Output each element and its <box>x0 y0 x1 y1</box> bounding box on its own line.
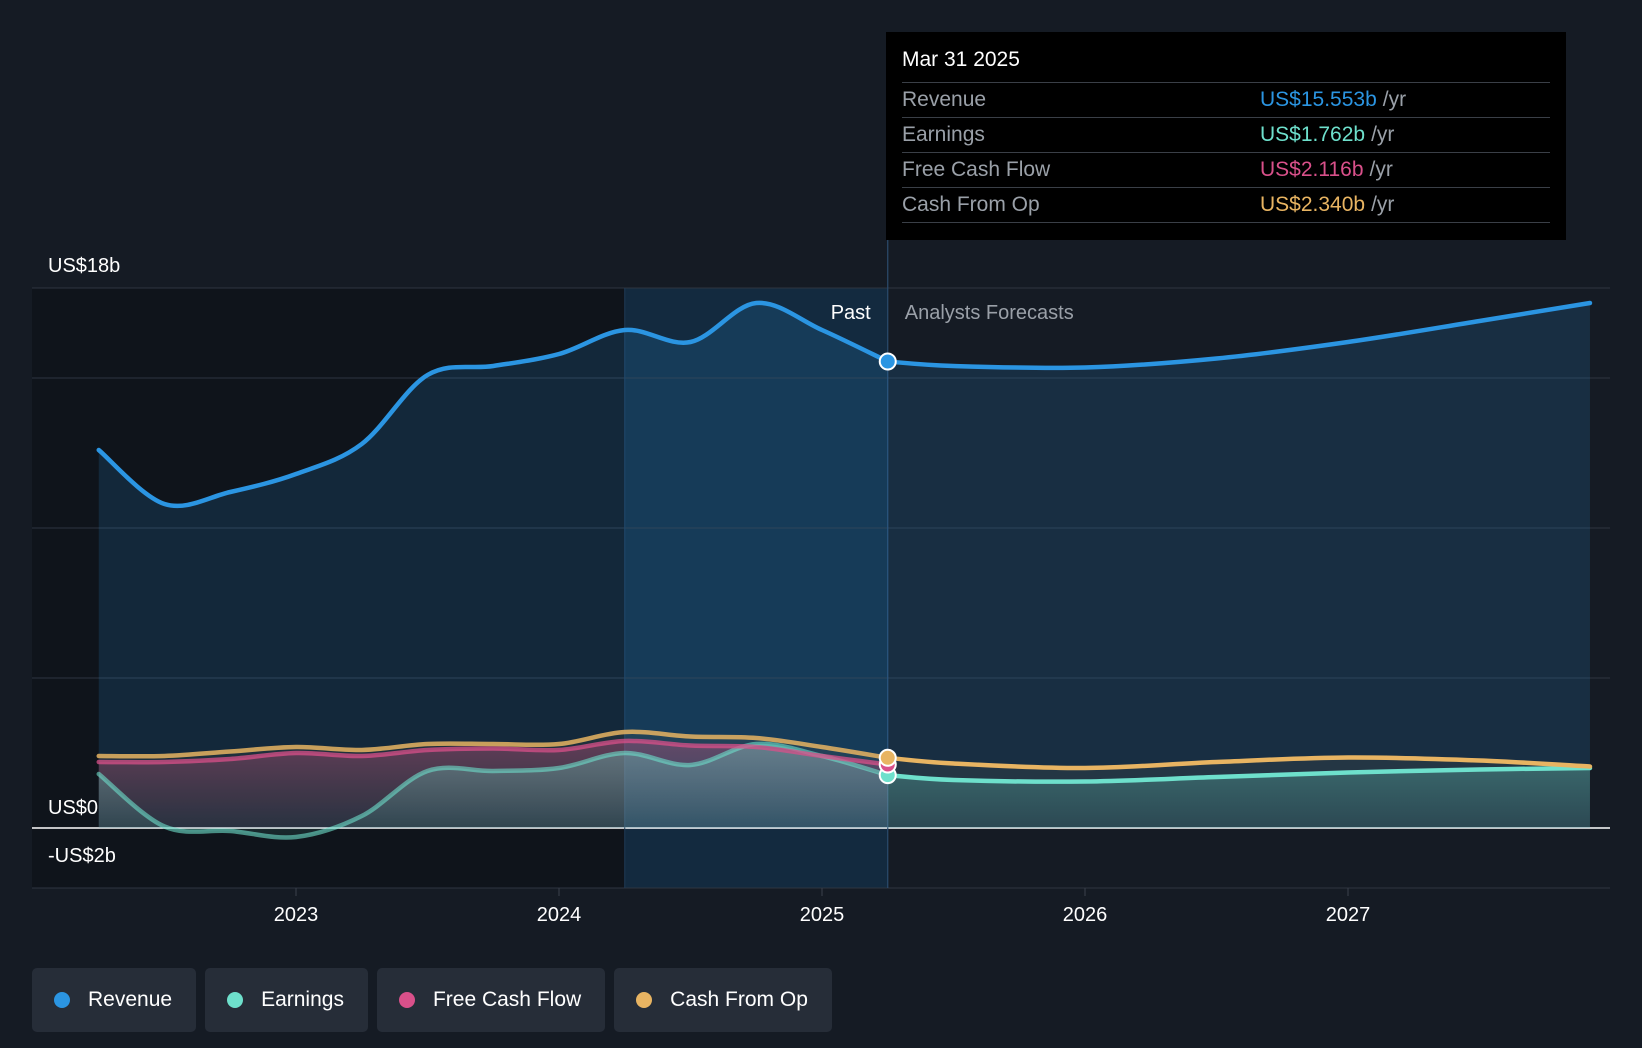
legend-item-revenue[interactable]: Revenue <box>32 968 197 1032</box>
tooltip-date: Mar 31 2025 <box>902 46 1550 83</box>
y-tick-label: US$0 <box>48 797 98 819</box>
revenue-line-past <box>96 300 890 509</box>
tooltip-value: US$2.340b <box>1260 193 1366 216</box>
tooltip-row-free-cash-flow: Free Cash Flow US$2.116b /yr <box>902 153 1550 188</box>
tooltip-value: US$15.553b <box>1260 88 1377 111</box>
cash-from-op-line-forecast <box>885 755 1593 771</box>
revenue-area <box>98 302 1590 828</box>
tooltip-unit: /yr <box>1371 193 1395 216</box>
legend-label: Earnings <box>261 988 344 1011</box>
cash-from-op-line-past <box>96 729 890 761</box>
tooltip-value: US$1.762b <box>1260 123 1366 146</box>
tooltip-value: US$2.116b <box>1260 158 1364 181</box>
free-cash-flow-dot-icon <box>398 992 415 1008</box>
y-tick-label: US$18b <box>48 255 120 277</box>
cash-from-op-dot-icon <box>636 992 653 1008</box>
free-cash-flow-line-past <box>96 738 890 767</box>
earnings-area <box>98 743 1590 838</box>
tooltip: Mar 31 2025 Revenue US$15.553b /yr Earni… <box>886 32 1566 240</box>
tooltip-label: Earnings <box>902 123 985 146</box>
legend-label: Cash From Op <box>670 988 808 1011</box>
earnings-dot-icon <box>227 992 244 1008</box>
y-tick-label: -US$2b <box>48 845 116 867</box>
tooltip-row-earnings: Earnings US$1.762b /yr <box>902 118 1550 153</box>
past-label: Past <box>831 302 871 324</box>
x-tick-label: 2026 <box>1063 904 1108 926</box>
tooltip-row-revenue: Revenue US$15.553b /yr <box>902 83 1550 118</box>
legend-label: Revenue <box>88 988 173 1011</box>
legend: Revenue Earnings Free Cash Flow Cash Fro… <box>32 968 832 1032</box>
tooltip-row-cash-from-op: Cash From Op US$2.340b /yr <box>902 188 1550 223</box>
legend-item-cash-from-op[interactable]: Cash From Op <box>614 968 832 1032</box>
cash-from-op-marker <box>878 748 897 767</box>
x-tick-label: 2027 <box>1326 904 1371 926</box>
revenue-dot-icon <box>54 992 70 1008</box>
legend-label: Free Cash Flow <box>432 988 582 1011</box>
x-tick-label: 2024 <box>537 904 582 926</box>
earnings-line-forecast <box>885 765 1593 784</box>
legend-item-free-cash-flow[interactable]: Free Cash Flow <box>376 968 606 1032</box>
legend-item-earnings[interactable]: Earnings <box>205 968 368 1032</box>
revenue-line-forecast <box>885 300 1593 371</box>
tooltip-unit: /yr <box>1371 123 1395 146</box>
tooltip-label: Cash From Op <box>902 193 1040 216</box>
tooltip-label: Revenue <box>902 88 987 111</box>
tooltip-unit: /yr <box>1382 88 1407 111</box>
tooltip-unit: /yr <box>1369 158 1393 181</box>
revenue-marker <box>878 352 897 371</box>
x-tick-label: 2023 <box>274 904 319 926</box>
earnings-line-past <box>96 741 890 840</box>
x-tick-label: 2025 <box>800 904 845 926</box>
tooltip-label: Free Cash Flow <box>902 158 1051 181</box>
forecast-label: Analysts Forecasts <box>905 302 1074 324</box>
